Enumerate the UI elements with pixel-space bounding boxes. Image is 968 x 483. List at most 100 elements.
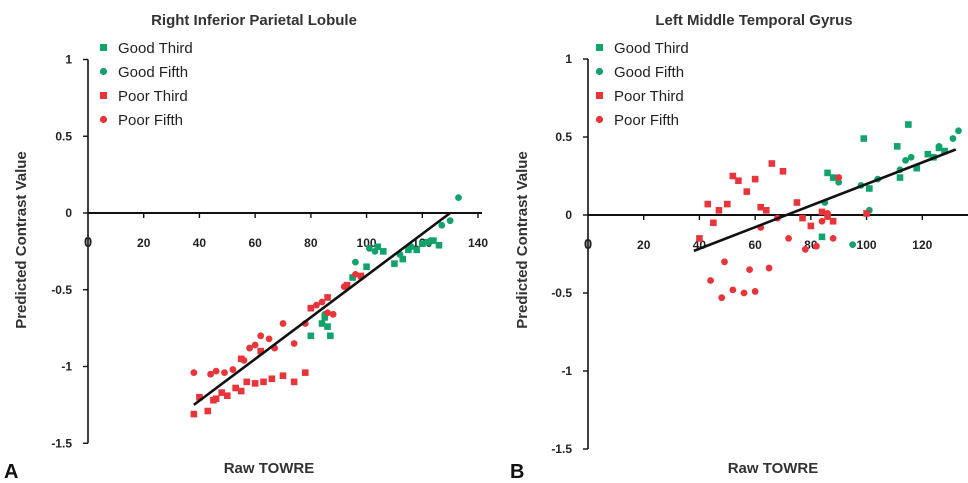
panel-b-legend-marker — [595, 115, 604, 124]
panel-a-point-poor-fifth — [190, 369, 198, 377]
panel-b-point-good-fifth — [949, 135, 957, 142]
panel-a-point-poor-third — [324, 294, 331, 301]
panel-a-legend-marker — [99, 115, 108, 124]
panel-b-point-poor-third — [818, 208, 826, 216]
panel-a-point-poor-third — [260, 378, 267, 386]
panel-b-point-poor-fifth — [721, 258, 728, 266]
panel-a-point-good-fifth — [352, 258, 359, 266]
panel-a-point-good-fifth — [446, 217, 454, 225]
panel-a-x-axis-label: Raw TOWRE — [224, 460, 315, 477]
panel-b-y-tick-label: -1 — [561, 364, 572, 378]
panel-a-point-good-third — [413, 246, 421, 254]
panel-a-point-poor-third — [290, 378, 298, 386]
panel-b-legend-marker — [596, 44, 603, 51]
panel-b-point-good-third — [913, 164, 921, 172]
panel-a-legend-marker — [100, 44, 107, 51]
panel-a-point-poor-third — [232, 384, 239, 392]
panel-b-x-axis-label: Raw TOWRE — [728, 460, 819, 477]
panel-a-point-poor-fifth — [290, 340, 298, 347]
panel-b-point-good-third — [824, 169, 831, 177]
panel-a-point-poor-fifth — [257, 332, 265, 340]
panel-a-point-poor-fifth — [212, 367, 220, 375]
panel-b-point-poor-third — [793, 199, 801, 206]
panel-b-letter: B — [510, 461, 524, 483]
panel-a-x-tick-label: 40 — [193, 236, 207, 250]
panel-a-point-poor-third — [196, 393, 203, 401]
panel-a-point-poor-third — [357, 272, 365, 280]
panel-b-point-poor-fifth — [718, 294, 726, 302]
panel-a-point-good-fifth — [371, 247, 379, 255]
panel-b-point-good-fifth — [955, 127, 962, 135]
panel-b-point-good-fifth — [835, 178, 843, 186]
panel-a-point-poor-fifth — [313, 301, 320, 309]
panel-b-point-poor-third — [768, 160, 776, 167]
panel-a-point-good-third — [418, 240, 426, 247]
panel-b-point-poor-third — [723, 200, 731, 208]
panel-a-point-poor-fifth — [221, 369, 228, 377]
panel-b-x-tick-label: 20 — [637, 238, 651, 252]
panel-a-point-poor-fifth — [229, 366, 237, 373]
panel-a-point-poor-third — [243, 378, 251, 386]
panel-b-point-poor-fifth — [801, 245, 809, 253]
panel-a-legend-marker — [99, 67, 108, 76]
panel-b-point-poor-third — [863, 210, 870, 217]
panel-a-point-poor-fifth — [246, 344, 253, 352]
panel-b-point-poor-third — [743, 188, 751, 195]
panel-a-plot: 10.50-0.5-1-1.5204060801001201400Good Th… — [51, 40, 488, 450]
panel-a-point-poor-fifth — [251, 341, 259, 349]
panel-a-point-good-third — [363, 263, 370, 271]
panel-a-point-poor-fifth — [207, 370, 214, 378]
panel-b-point-poor-third — [710, 219, 717, 227]
panel-b: Left Middle Temporal Gyrus Predicted Con… — [510, 12, 968, 483]
panel-a-point-good-third — [349, 274, 356, 281]
panel-a-point-good-fifth — [427, 237, 435, 245]
panel-a-point-poor-third — [257, 347, 265, 355]
panel-a-point-good-third — [379, 248, 387, 255]
panel-a-point-poor-fifth — [265, 335, 273, 343]
panel-b-point-poor-third — [696, 235, 703, 242]
panel-b-point-poor-third — [729, 172, 737, 180]
panel-b-point-poor-fifth — [740, 289, 748, 297]
panel-a-point-good-third — [391, 260, 398, 267]
panel-b-point-poor-third — [779, 168, 787, 175]
panel-b-y-tick-label: 0 — [565, 208, 572, 222]
panel-b-x-tick-label: 60 — [748, 238, 762, 252]
panel-a-trend-line — [193, 211, 451, 406]
panel-a-origin-label: 0 — [84, 234, 92, 251]
panel-b-point-poor-fifth — [729, 286, 737, 294]
panel-a-point-poor-third — [279, 372, 287, 380]
panel-a-point-poor-fifth — [307, 304, 315, 312]
panel-a-x-tick-label: 60 — [248, 236, 262, 250]
panel-b-point-poor-fifth — [765, 264, 773, 272]
panel-b-point-poor-third — [807, 222, 815, 230]
panel-b-point-good-fifth — [849, 241, 857, 249]
panel-a-title: Right Inferior Parietal Lobule — [151, 12, 357, 29]
panel-a-point-poor-third — [237, 387, 245, 395]
panel-b-legend-label: Good Third — [614, 40, 689, 57]
panel-b-point-poor-fifth — [785, 235, 792, 242]
panel-b-x-tick-label: 120 — [912, 238, 932, 252]
panel-b-point-good-third — [941, 147, 948, 155]
panel-a-point-poor-fifth — [340, 283, 348, 291]
panel-a-x-tick-label: 140 — [468, 236, 488, 250]
panel-b-trend-line — [693, 148, 957, 253]
panel-a-y-tick-label: 1 — [65, 53, 72, 67]
panel-b-point-poor-fifth — [751, 288, 759, 295]
panel-a-point-poor-fifth — [279, 320, 287, 327]
panel-b-point-poor-third — [762, 207, 770, 214]
panel-b-point-good-third — [866, 185, 873, 192]
panel-a: Right Inferior Parietal Lobule Predicted… — [4, 12, 488, 483]
panel-a-point-good-fifth — [455, 194, 462, 202]
panel-b-plot: 10.50-0.5-1-1.5204060801001201400Good Th… — [551, 40, 968, 456]
panel-b-point-good-third — [896, 174, 904, 181]
panel-b-point-poor-third — [735, 177, 742, 184]
panel-a-legend-label: Poor Third — [118, 88, 188, 105]
panel-a-point-good-fifth — [438, 221, 446, 229]
panel-a-point-poor-fifth — [324, 309, 331, 317]
panel-a-letter: A — [4, 461, 18, 483]
panel-b-point-good-third — [924, 150, 932, 158]
panel-a-point-poor-fifth — [318, 298, 326, 306]
panel-b-legend-label: Poor Third — [614, 88, 684, 105]
panel-b-point-poor-third — [799, 214, 806, 222]
